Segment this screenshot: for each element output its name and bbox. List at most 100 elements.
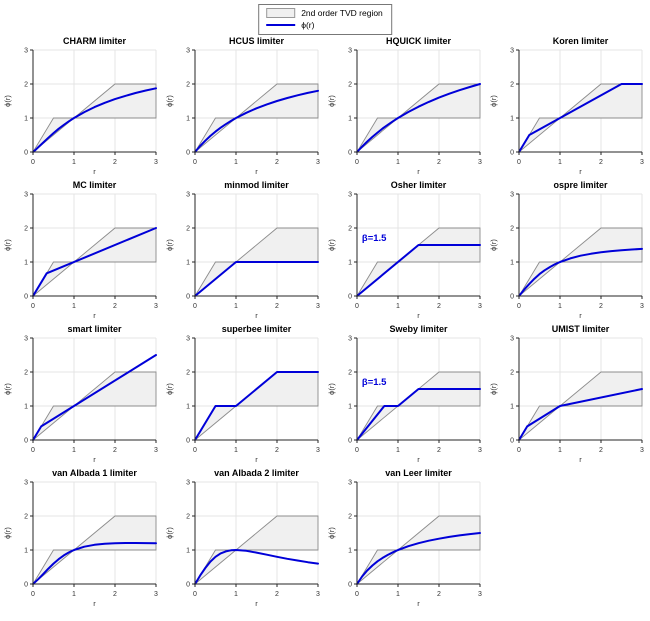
x-tick-label: 2 [599, 447, 603, 454]
x-tick-label: 3 [478, 159, 482, 166]
y-tick-label: 3 [348, 48, 352, 55]
x-axis-label: r [417, 455, 420, 464]
subplot-mc-limiter: 0 1 2 3 0 1 2 3 MC limiter r ϕ(r) [0, 177, 162, 321]
y-tick-label: 2 [348, 370, 352, 377]
x-tick-label: 2 [599, 159, 603, 166]
limiter-curve [194, 261, 319, 297]
x-tick-label: 0 [31, 303, 35, 310]
y-tick-label: 2 [24, 370, 28, 377]
x-tick-label: 1 [72, 591, 76, 598]
subplot-title: van Albada 2 limiter [214, 468, 299, 478]
subplot-superbee-limiter: 0 1 2 3 0 1 2 3 superbee limiter r ϕ(r) [162, 321, 324, 465]
y-tick-label: 0 [348, 150, 352, 157]
y-axis-label: ϕ(r) [327, 95, 336, 107]
tvd-region-patch [356, 515, 481, 585]
y-tick-label: 1 [510, 404, 514, 411]
limiter-curve [194, 89, 319, 153]
y-tick-label: 2 [510, 82, 514, 89]
subplot-van-albada-2-limiter: 0 1 2 3 0 1 2 3 van Albada 2 limiter r ϕ(r) [162, 465, 324, 609]
x-tick-label: 0 [517, 159, 521, 166]
x-axis-label: r [417, 311, 420, 320]
y-tick-label: 2 [24, 82, 28, 89]
subplot-canvas-mc-limiter: 0 1 2 3 0 1 2 3 MC limiter r ϕ(r) [3, 180, 158, 320]
y-tick-label: 0 [186, 294, 190, 301]
y-tick-label: 3 [24, 336, 28, 343]
x-axis-label: r [417, 599, 420, 608]
tvd-region-patch [194, 83, 319, 153]
y-tick-label: 2 [186, 514, 190, 521]
limiter-curve [32, 354, 157, 441]
x-tick-label: 1 [72, 447, 76, 454]
subplot-title: Sweby limiter [389, 324, 448, 334]
y-tick-label: 0 [24, 582, 28, 589]
y-tick-label: 1 [348, 548, 352, 555]
tvd-region-patch [194, 515, 319, 585]
legend-label-tvd-region: 2nd order TVD region [301, 7, 383, 18]
subplot-title: superbee limiter [222, 324, 292, 334]
subplot-koren-limiter: 0 1 2 3 0 1 2 3 Koren limiter r ϕ(r) [486, 33, 648, 177]
y-axis-label: ϕ(r) [165, 239, 174, 251]
subplot-title: HQUICK limiter [386, 36, 452, 46]
limiter-curve [194, 549, 319, 585]
phi-line-swatch-icon [266, 24, 296, 27]
y-tick-label: 3 [24, 192, 28, 199]
x-tick-label: 2 [275, 447, 279, 454]
subplot-charm-limiter: 0 1 2 3 0 1 2 3 CHARM limiter r ϕ(r) [0, 33, 162, 177]
y-tick-label: 3 [510, 336, 514, 343]
x-tick-label: 0 [355, 447, 359, 454]
x-tick-label: 0 [193, 591, 197, 598]
y-tick-label: 1 [24, 260, 28, 267]
y-axis-label: ϕ(r) [327, 383, 336, 395]
y-axis-label: ϕ(r) [3, 239, 12, 251]
y-tick-label: 0 [186, 438, 190, 445]
x-axis-label: r [255, 599, 258, 608]
subplot-title: van Albada 1 limiter [52, 468, 137, 478]
x-tick-label: 2 [437, 447, 441, 454]
limiter-curve [194, 371, 319, 441]
legend-item-phi-line: ϕ(r) [266, 21, 383, 30]
subplot-canvas-van-leer-limiter: 0 1 2 3 0 1 2 3 van Leer limiter r ϕ(r) [327, 468, 482, 608]
subplot-title: Koren limiter [553, 36, 609, 46]
y-tick-label: 0 [24, 438, 28, 445]
y-tick-label: 3 [186, 336, 190, 343]
x-axis-label: r [417, 167, 420, 176]
subplot-canvas-hcus-limiter: 0 1 2 3 0 1 2 3 HCUS limiter r ϕ(r) [165, 36, 320, 176]
y-tick-label: 3 [348, 336, 352, 343]
x-tick-label: 2 [599, 303, 603, 310]
x-tick-label: 3 [640, 447, 644, 454]
y-tick-label: 0 [24, 294, 28, 301]
x-tick-label: 3 [640, 303, 644, 310]
y-tick-label: 0 [348, 438, 352, 445]
x-axis-label: r [579, 167, 582, 176]
y-tick-label: 2 [24, 226, 28, 233]
y-tick-label: 1 [24, 548, 28, 555]
y-tick-label: 3 [186, 480, 190, 487]
limiter-curve [32, 542, 157, 585]
tvd-region-patch [32, 371, 157, 441]
x-tick-label: 1 [234, 303, 238, 310]
y-tick-label: 1 [186, 260, 190, 267]
subplot-canvas-minmod-limiter: 0 1 2 3 0 1 2 3 minmod limiter r ϕ(r) [165, 180, 320, 320]
x-tick-label: 0 [31, 159, 35, 166]
limiter-curve [32, 227, 157, 297]
subplot-title: UMIST limiter [552, 324, 610, 334]
subplot-canvas-umist-limiter: 0 1 2 3 0 1 2 3 UMIST limiter r ϕ(r) [489, 324, 644, 464]
y-axis-label: ϕ(r) [327, 239, 336, 251]
x-tick-label: 1 [234, 159, 238, 166]
y-tick-label: 0 [24, 150, 28, 157]
x-axis-label: r [579, 311, 582, 320]
x-tick-label: 1 [234, 447, 238, 454]
x-tick-label: 2 [113, 303, 117, 310]
y-tick-label: 0 [186, 150, 190, 157]
y-tick-label: 3 [510, 48, 514, 55]
subplot-grid: 0 1 2 3 0 1 2 3 CHARM limiter r ϕ(r) 0 1 2 3 0 1 2 3 HCUS l… [0, 33, 648, 609]
subplot-sweby-limiter: 0 1 2 3 0 1 2 3 Sweby limiter r ϕ(r) β=1.5 [324, 321, 486, 465]
x-tick-label: 2 [275, 591, 279, 598]
y-tick-label: 3 [186, 48, 190, 55]
x-tick-label: 3 [316, 303, 320, 310]
subplot-canvas-superbee-limiter: 0 1 2 3 0 1 2 3 superbee limiter r ϕ(r) [165, 324, 320, 464]
y-axis-label: ϕ(r) [3, 95, 12, 107]
subplot-canvas-van-albada-2-limiter: 0 1 2 3 0 1 2 3 van Albada 2 limiter r ϕ(r) [165, 468, 320, 608]
x-tick-label: 1 [396, 159, 400, 166]
beta-annotation: β=1.5 [362, 377, 387, 388]
